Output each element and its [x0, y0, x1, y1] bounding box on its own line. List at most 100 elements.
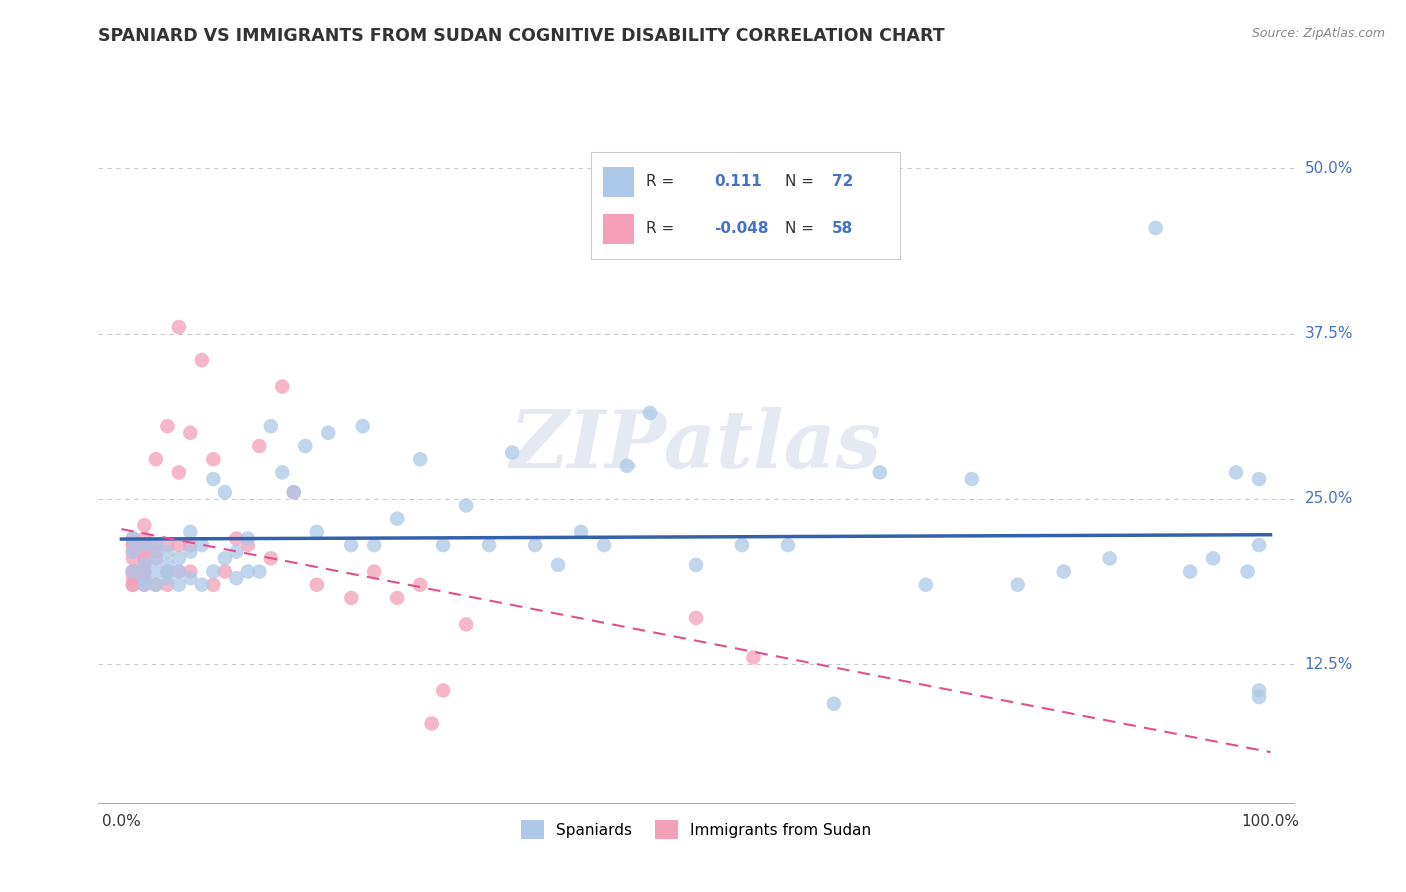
Point: [167, 565, 190, 579]
Point: [363, 565, 385, 579]
Point: [569, 524, 592, 539]
Text: SPANIARD VS IMMIGRANTS FROM SUDAN COGNITIVE DISABILITY CORRELATION CHART: SPANIARD VS IMMIGRANTS FROM SUDAN COGNIT…: [98, 27, 945, 45]
Point: [156, 545, 179, 559]
Text: 0.111: 0.111: [714, 174, 762, 189]
Text: N =: N =: [786, 221, 814, 236]
Point: [385, 591, 409, 605]
Point: [478, 538, 501, 552]
Point: [134, 538, 156, 552]
Text: 58: 58: [832, 221, 853, 236]
Point: [593, 538, 616, 552]
Point: [1247, 472, 1270, 486]
Point: [145, 565, 167, 579]
Text: ZIPatlas: ZIPatlas: [510, 408, 882, 484]
Point: [167, 466, 190, 480]
Point: [202, 578, 225, 592]
Point: [145, 538, 167, 552]
Text: 25.0%: 25.0%: [1305, 491, 1353, 507]
Point: [134, 571, 156, 585]
Point: [1236, 565, 1258, 579]
Point: [547, 558, 569, 572]
Point: [134, 558, 156, 572]
Point: [432, 683, 454, 698]
Point: [685, 611, 707, 625]
Point: [145, 538, 167, 552]
Point: [236, 532, 259, 546]
Point: [776, 538, 799, 552]
Text: Source: ZipAtlas.com: Source: ZipAtlas.com: [1251, 27, 1385, 40]
Point: [363, 538, 385, 552]
Point: [179, 571, 201, 585]
Point: [145, 551, 167, 566]
Point: [156, 538, 179, 552]
Point: [122, 565, 145, 579]
Point: [122, 545, 145, 559]
Point: [456, 499, 478, 513]
Point: [134, 538, 156, 552]
Point: [167, 551, 190, 566]
Point: [1225, 466, 1247, 480]
Text: R =: R =: [647, 221, 675, 236]
Point: [122, 565, 145, 579]
Point: [122, 571, 145, 585]
Point: [501, 445, 523, 459]
Point: [236, 538, 259, 552]
Point: [134, 558, 156, 572]
Point: [122, 532, 145, 546]
Point: [271, 466, 294, 480]
Point: [134, 551, 156, 566]
Point: [283, 485, 305, 500]
Point: [145, 578, 167, 592]
Point: [156, 558, 179, 572]
Point: [1144, 221, 1167, 235]
Point: [122, 532, 145, 546]
Point: [134, 518, 156, 533]
Point: [179, 538, 201, 552]
Point: [191, 353, 214, 368]
Point: [225, 545, 247, 559]
Point: [247, 439, 270, 453]
Point: [167, 320, 190, 334]
Point: [202, 472, 225, 486]
Point: [340, 591, 363, 605]
Point: [1247, 690, 1270, 704]
Point: [145, 551, 167, 566]
Point: [283, 485, 305, 500]
Point: [145, 578, 167, 592]
Point: [1247, 538, 1270, 552]
Point: [156, 571, 179, 585]
Legend: Spaniards, Immigrants from Sudan: Spaniards, Immigrants from Sudan: [515, 814, 877, 845]
Point: [122, 538, 145, 552]
Point: [1053, 565, 1076, 579]
Point: [260, 551, 283, 566]
Bar: [603, 214, 634, 244]
Point: [305, 578, 328, 592]
Point: [167, 578, 190, 592]
Text: -0.048: -0.048: [714, 221, 769, 236]
Point: [731, 538, 754, 552]
Point: [179, 565, 201, 579]
Point: [616, 458, 638, 473]
Point: [225, 571, 247, 585]
Point: [823, 697, 845, 711]
Point: [156, 578, 179, 592]
Point: [122, 578, 145, 592]
Point: [1178, 565, 1201, 579]
Point: [134, 578, 156, 592]
Point: [134, 571, 156, 585]
Point: [134, 565, 156, 579]
Point: [960, 472, 983, 486]
Point: [271, 379, 294, 393]
Point: [179, 545, 201, 559]
Point: [385, 511, 409, 525]
Point: [260, 419, 283, 434]
Point: [316, 425, 339, 440]
Point: [122, 578, 145, 592]
Point: [236, 565, 259, 579]
Point: [179, 425, 201, 440]
Point: [869, 466, 891, 480]
Point: [145, 452, 167, 467]
Point: [145, 545, 167, 559]
Point: [1007, 578, 1029, 592]
Point: [156, 565, 179, 579]
